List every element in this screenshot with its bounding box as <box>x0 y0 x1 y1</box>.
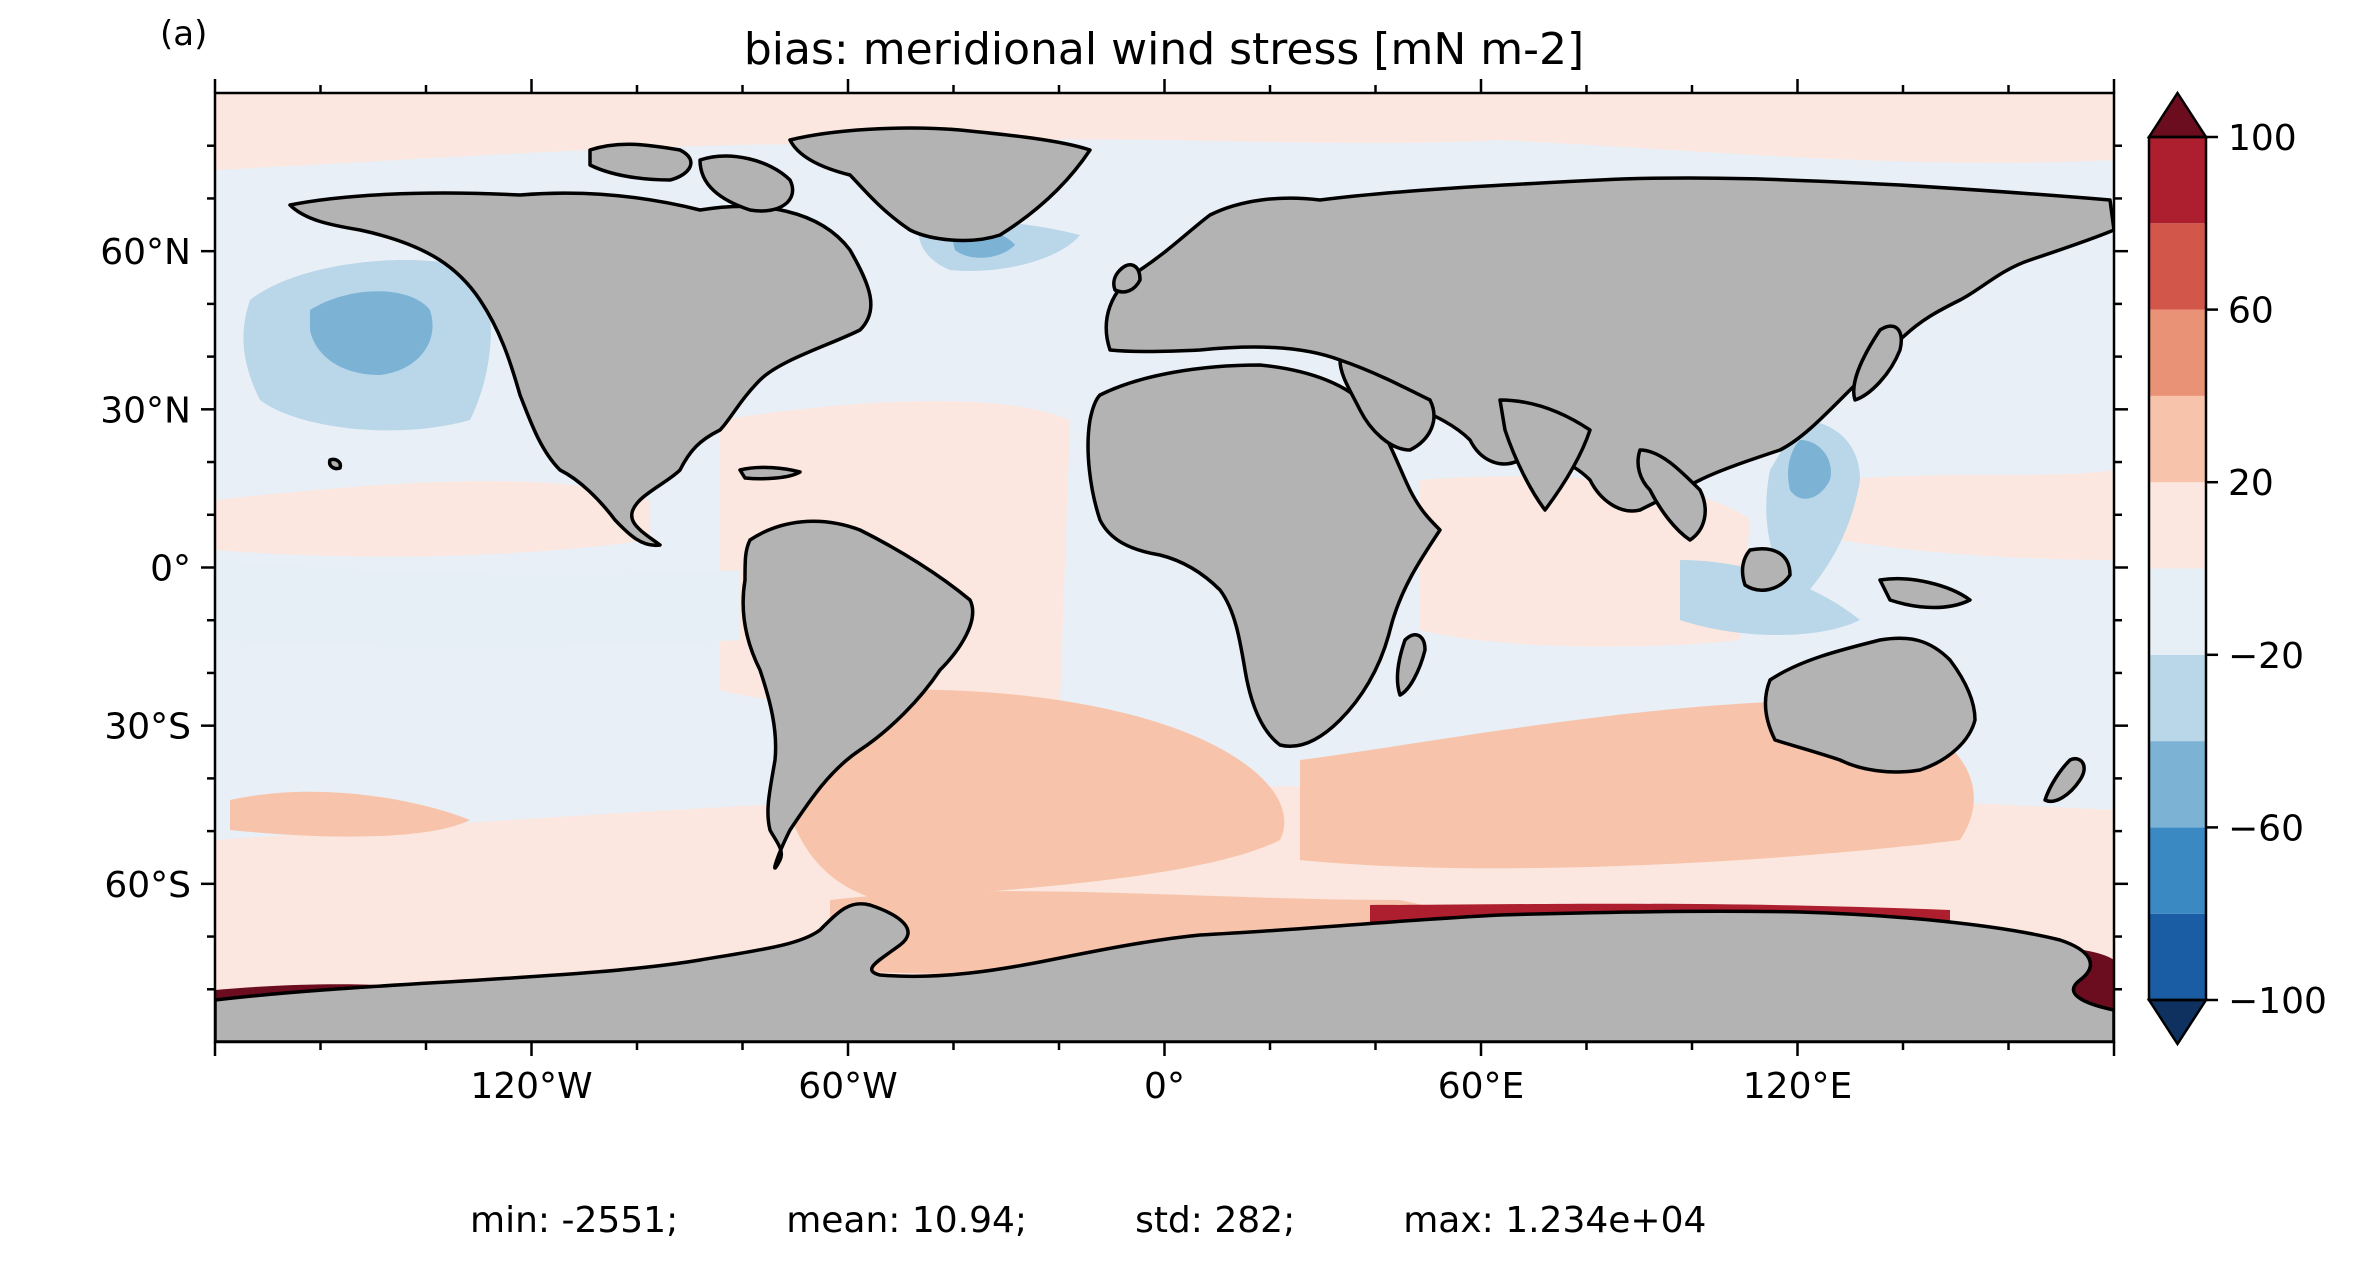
arctic-positive-band <box>215 93 2114 170</box>
stat-mean: mean: 10.94; <box>786 1200 1028 1241</box>
lon-tick-label: 120°W <box>470 1066 592 1107</box>
south-america <box>741 519 975 870</box>
new-guinea <box>1878 576 1972 610</box>
lon-tick-label: 120°E <box>1743 1066 1852 1107</box>
colorbar-tick-label: 20 <box>2228 463 2274 504</box>
lat-tick-label: 30°N <box>100 390 191 431</box>
lat-tick-label: 60°S <box>104 865 191 906</box>
colorbar-segment <box>2149 309 2206 396</box>
colorbar-frame <box>2147 135 2208 1002</box>
australia <box>1763 636 1977 774</box>
colorbar-segment <box>2149 137 2206 224</box>
colorbar-segment <box>2149 568 2206 655</box>
colorbar: 100 60 20 −20 −60 −100 <box>2146 90 2327 1047</box>
maritime-negative <box>1680 560 1860 635</box>
colorbar-tick-label: −100 <box>2228 981 2327 1022</box>
lon-tick-label: 0° <box>1144 1066 1185 1107</box>
colorbar-segment <box>2149 223 2206 310</box>
colorbar-under-extend <box>2146 998 2209 1047</box>
stat-std: std: 282; <box>1135 1200 1296 1241</box>
colorbar-segment <box>2149 482 2206 569</box>
longitude-axis: 120°W 60°W 0° 60°E 120°E <box>213 79 2116 1107</box>
map-panel: 60°N 30°N 0° 30°S 60°S 120°W 60°W 0° 60°E 120°E <box>100 79 2128 1107</box>
western-pacific-core-negative <box>1788 440 1831 499</box>
colorbar-segment <box>2149 741 2206 828</box>
new-zealand <box>2043 757 2086 803</box>
panel-label: (a) <box>160 14 207 54</box>
lat-tick-label: 60°N <box>100 232 191 273</box>
lat-tick-label: 30°S <box>104 707 191 748</box>
south-pacific-positive <box>230 791 470 837</box>
lat-tick-label: 0° <box>150 549 191 590</box>
chart-title: bias: meridional wind stress [mN m-2] <box>744 24 1584 75</box>
hawaii-islands <box>327 457 343 471</box>
stat-min: min: -2551; <box>470 1200 679 1241</box>
baffin-island <box>698 154 795 213</box>
indian-subcontinent <box>1498 398 1592 512</box>
tropical-north-positive-band <box>215 481 650 557</box>
equatorial-pacific-negative <box>215 560 740 648</box>
land-masses <box>215 126 2114 1042</box>
uk <box>1112 263 1142 294</box>
colorbar-over-extend <box>2146 90 2209 139</box>
borneo <box>1740 547 1792 592</box>
lon-tick-label: 60°E <box>1438 1066 1525 1107</box>
colorbar-tick-label: 100 <box>2228 118 2297 159</box>
southeast-asia <box>1636 448 1707 542</box>
south-atlantic-positive <box>778 689 1285 900</box>
antarctica <box>215 902 2114 1042</box>
colorbar-segment <box>2149 654 2206 742</box>
caribbean-islands <box>738 465 802 481</box>
north-america <box>288 191 873 547</box>
arctic-islands <box>588 142 693 182</box>
colorbar-tick-label: −60 <box>2228 808 2304 849</box>
colorbar-segment <box>2149 827 2206 914</box>
stats-line: min: -2551; mean: 10.94; std: 282; max: 1.2… <box>470 1200 1706 1241</box>
colorbar-tick-label: −20 <box>2228 636 2304 677</box>
north-pacific-core-negative <box>310 291 433 375</box>
lon-tick-label: 60°W <box>798 1066 897 1107</box>
madagascar <box>1395 633 1427 697</box>
colorbar-segment <box>2149 395 2206 483</box>
tropical-north-pacific-band <box>1840 470 2114 560</box>
stat-max: max: 1.234e+04 <box>1403 1200 1707 1241</box>
arabian-peninsula <box>1338 358 1436 452</box>
latitude-axis: 60°N 30°N 0° 30°S 60°S <box>100 144 2128 991</box>
greenland <box>788 126 1092 243</box>
japan <box>1852 324 1903 402</box>
colorbar-segment <box>2149 913 2206 1000</box>
colorbar-tick-label: 60 <box>2228 291 2274 332</box>
